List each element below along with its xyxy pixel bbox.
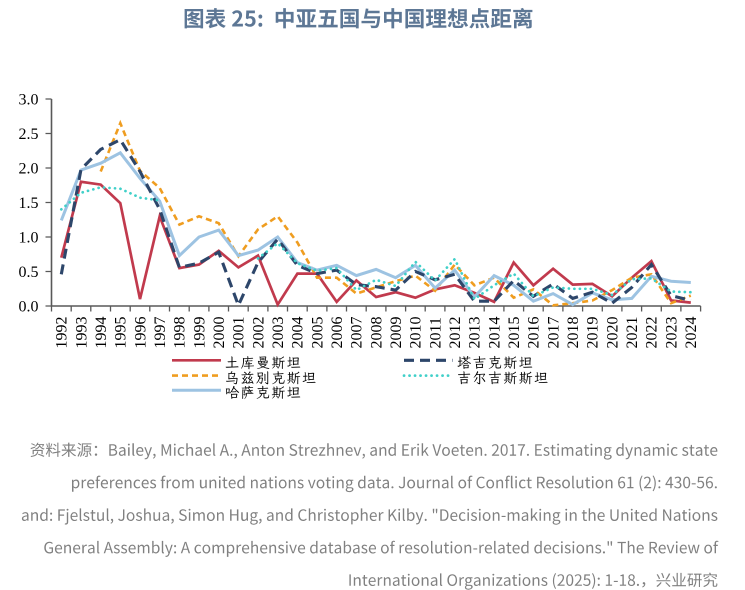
svg-text:1994: 1994 — [93, 317, 110, 349]
svg-text:2001: 2001 — [231, 317, 248, 349]
svg-text:2009: 2009 — [388, 317, 405, 349]
svg-text:2021: 2021 — [624, 317, 641, 349]
svg-text:2007: 2007 — [349, 317, 366, 349]
svg-text:2018: 2018 — [565, 317, 582, 349]
svg-text:3.0: 3.0 — [19, 91, 39, 108]
svg-text:2.0: 2.0 — [19, 160, 39, 177]
svg-text:2005: 2005 — [309, 317, 326, 349]
svg-text:2004: 2004 — [290, 317, 307, 349]
svg-text:2014: 2014 — [486, 317, 503, 349]
svg-text:1.0: 1.0 — [19, 229, 39, 246]
svg-text:1993: 1993 — [73, 317, 90, 349]
svg-text:1995: 1995 — [113, 317, 130, 349]
svg-text:2024: 2024 — [683, 317, 700, 349]
svg-text:2015: 2015 — [506, 317, 523, 349]
svg-text:1999: 1999 — [191, 317, 208, 349]
svg-text:2016: 2016 — [526, 317, 543, 349]
svg-text:2.5: 2.5 — [19, 126, 39, 143]
svg-text:2020: 2020 — [604, 317, 621, 349]
svg-text:2000: 2000 — [211, 317, 228, 349]
svg-text:2003: 2003 — [270, 317, 287, 349]
svg-text:1998: 1998 — [172, 317, 189, 349]
svg-text:2013: 2013 — [467, 317, 484, 349]
svg-text:2022: 2022 — [644, 317, 661, 349]
svg-text:2010: 2010 — [408, 317, 425, 349]
svg-text:0.0: 0.0 — [19, 298, 39, 315]
svg-text:2017: 2017 — [545, 317, 562, 349]
svg-text:1992: 1992 — [54, 317, 71, 349]
svg-text:2011: 2011 — [427, 317, 444, 348]
svg-text:0.5: 0.5 — [19, 264, 39, 281]
svg-text:2023: 2023 — [663, 317, 680, 349]
svg-text:2002: 2002 — [250, 317, 267, 349]
svg-text:2019: 2019 — [585, 317, 602, 349]
svg-text:2006: 2006 — [329, 317, 346, 349]
svg-text:1996: 1996 — [132, 317, 149, 349]
svg-text:2012: 2012 — [447, 317, 464, 349]
svg-text:1.5: 1.5 — [19, 195, 39, 212]
svg-text:1997: 1997 — [152, 317, 169, 349]
svg-text:2008: 2008 — [368, 317, 385, 349]
